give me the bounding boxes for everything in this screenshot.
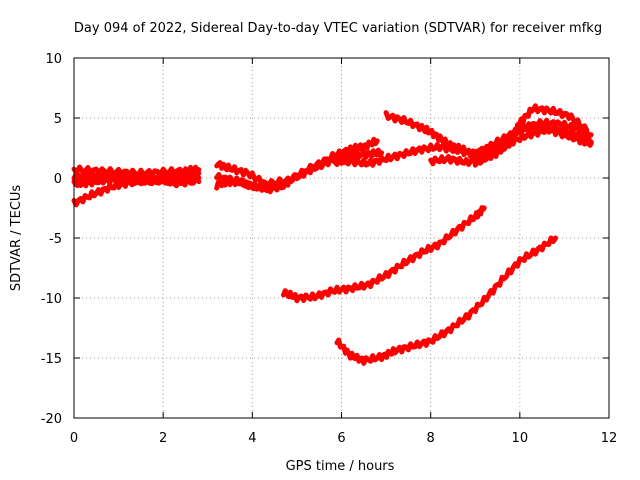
tick-labels: 0 2 4 6 8 10 12 -20 -15 -10 -5 0 5 10: [41, 52, 618, 446]
y-tick-label: 5: [54, 112, 62, 127]
y-tick-label: 0: [54, 172, 62, 187]
chart-title: Day 094 of 2022, Sidereal Day-to-day VTE…: [74, 21, 602, 36]
series-line-arc-d: [71, 164, 202, 179]
x-tick-label: 2: [159, 431, 167, 446]
series-line-arc-m: [334, 235, 558, 366]
y-tick-label: 10: [45, 52, 62, 67]
y-axis-label: SDTVAR / TECUs: [9, 185, 24, 292]
series-line-arc-g: [214, 172, 291, 195]
series-line-arc-c: [71, 174, 202, 208]
x-axis-label: GPS time / hours: [286, 459, 395, 474]
series-layer: [71, 103, 594, 366]
y-tick-label: -15: [41, 352, 62, 367]
y-tick-label: -10: [41, 292, 62, 307]
x-tick-label: 0: [70, 431, 78, 446]
y-tick-label: -20: [41, 412, 62, 427]
x-tick-label: 10: [512, 431, 529, 446]
y-tick-label: -5: [49, 232, 62, 247]
x-tick-label: 6: [337, 431, 345, 446]
series-line-arc-j: [428, 103, 590, 167]
series-line-arc-i: [383, 110, 594, 161]
plot-frame: [73, 57, 610, 419]
x-tick-label: 8: [427, 431, 435, 446]
x-tick-label: 12: [601, 431, 618, 446]
x-tick-label: 4: [248, 431, 256, 446]
series-line-arc-l: [281, 205, 487, 304]
series-line-arc-k: [472, 121, 594, 168]
